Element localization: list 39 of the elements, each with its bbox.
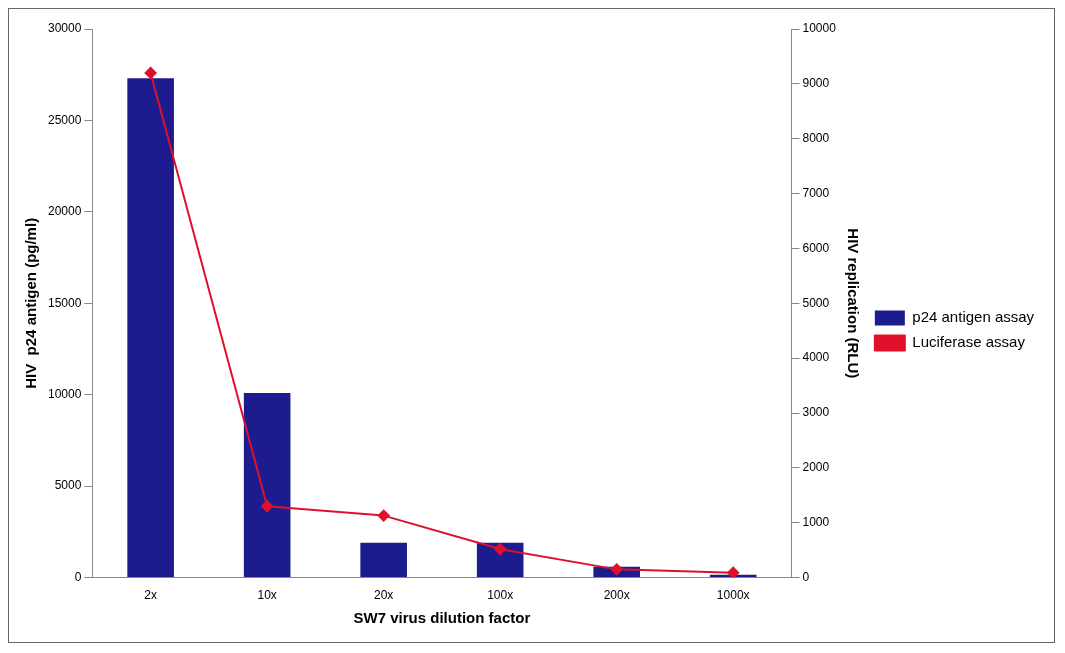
y-axis-title: HIV p24 antigen (pg/ml) (22, 217, 40, 389)
x-tick-label: 20x (373, 588, 394, 603)
y2-tick-label: 5000 (802, 295, 830, 310)
x-tick-label: 10x (257, 588, 277, 603)
x-tick-label: 2x (144, 588, 157, 603)
bar (476, 542, 524, 578)
point (144, 66, 157, 79)
x-tick-label: 100x (487, 588, 514, 603)
y-tick-label: 10000 (47, 387, 82, 402)
y-tick-label: 30000 (47, 21, 82, 36)
y2-tick-label: 7000 (802, 185, 830, 200)
y2-tick-label: 4000 (802, 350, 830, 365)
y-tick-label: 15000 (47, 295, 82, 310)
y-tick-label: 0 (74, 569, 82, 584)
y2-tick-label: 10000 (802, 21, 837, 36)
y2-axis-title: HIV replication (RLU) (844, 228, 862, 379)
y2-tick-label: 0 (802, 569, 810, 584)
point (494, 543, 507, 556)
y2-tick-label: 3000 (802, 405, 830, 420)
point (727, 566, 740, 578)
bar (360, 542, 407, 578)
y2-tick-label: 2000 (802, 460, 830, 475)
point (610, 563, 623, 576)
y2-tick-label: 6000 (802, 240, 830, 255)
y-tick-label: 20000 (47, 204, 82, 219)
point (377, 509, 390, 522)
x-tick-label: 200x (603, 588, 630, 603)
x-tick-label: 1000x (716, 588, 750, 603)
legend-label: p24 antigen assay (912, 308, 1035, 326)
y2-tick-label: 9000 (802, 76, 830, 91)
y2-tick-label: 1000 (802, 515, 830, 530)
y-tick-label: 5000 (54, 478, 82, 493)
point (261, 500, 274, 513)
y-tick-label: 25000 (47, 112, 82, 127)
bar (243, 392, 291, 578)
x-axis-title: SW7 virus dilution factor (353, 609, 531, 627)
y2-tick-label: 8000 (802, 131, 830, 146)
bar (127, 78, 174, 578)
legend-label: Luciferase assay (912, 333, 1026, 351)
